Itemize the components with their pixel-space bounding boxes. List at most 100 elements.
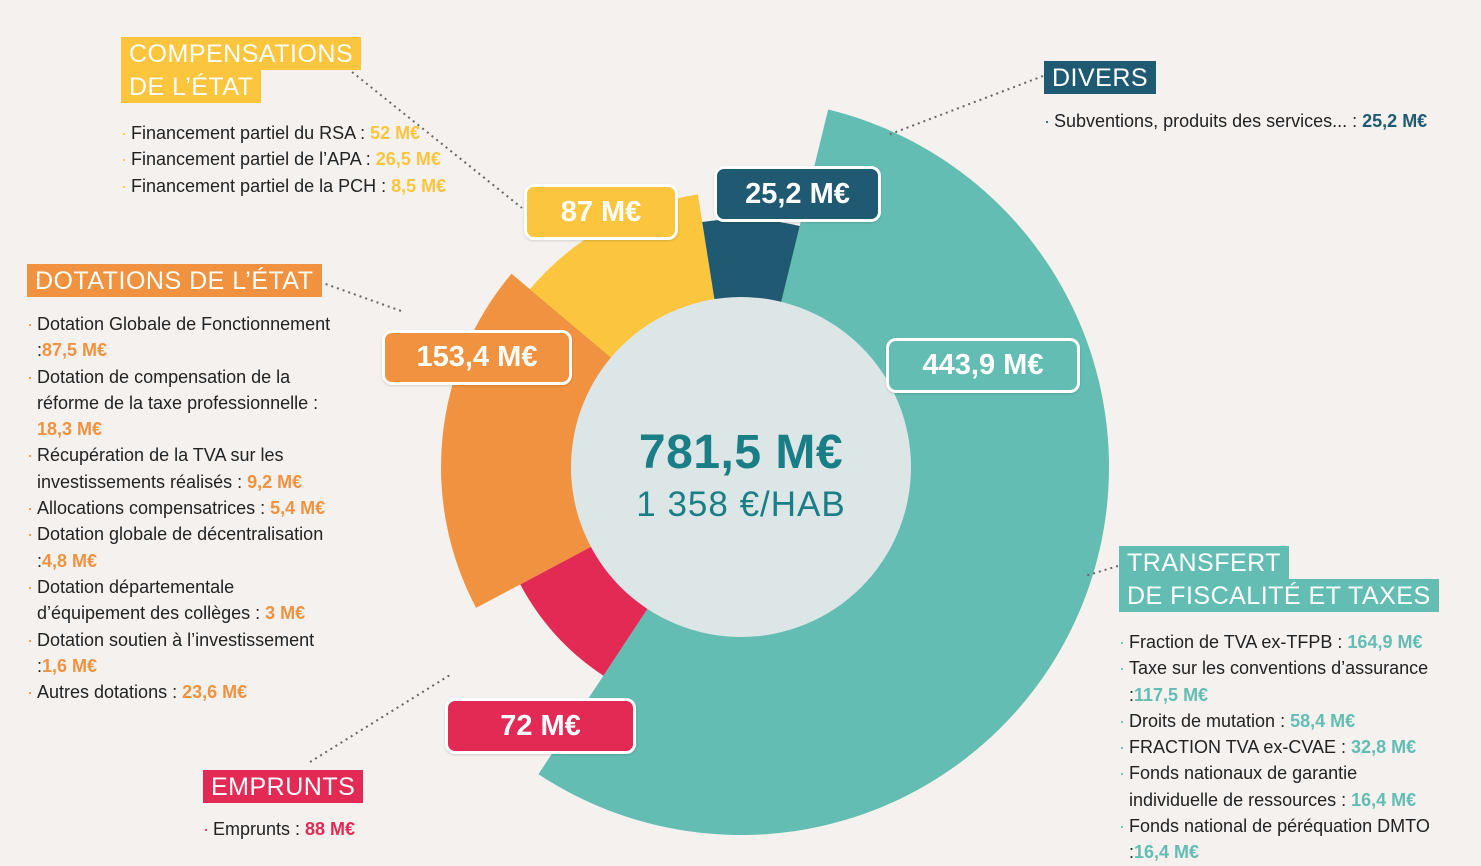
item-amount: 25,2 M€	[1362, 111, 1428, 131]
item-transfert: · Fonds nationaux de garantie individuell…	[1119, 760, 1449, 813]
category-emprunts: EMPRUNTS · Emprunts : 88 M€	[203, 770, 403, 842]
item-text: Financement partiel de la PCH :	[131, 175, 392, 196]
value-box-dotations: 153,4 M€	[382, 330, 572, 385]
item-transfert: · Droits de mutation : 58,4 M€	[1119, 708, 1449, 734]
bullet-dot: ·	[121, 123, 127, 143]
item-text: Droits de mutation :	[1129, 710, 1291, 731]
item-amount: 87,5 M€	[42, 340, 108, 361]
item-amount: 23,6 M€	[182, 682, 248, 703]
category-dotations: DOTATIONS DE L’ÉTAT · Dotation Globale de…	[27, 264, 347, 705]
category-transfert: TRANSFERT DE FISCALITÉ ET TAXES · Fractio…	[1119, 546, 1449, 866]
item-amount: 3 M€	[265, 603, 306, 624]
item-text: Emprunts :	[213, 819, 306, 839]
category-title-line: DE L’ÉTAT	[121, 70, 262, 103]
item-dotations: · Allocations compensatrices : 5,4 M€	[27, 495, 347, 521]
item-amount: 26,5 M€	[375, 149, 441, 170]
bullet-dot: ·	[121, 149, 127, 170]
category-title-line: TRANSFERT	[1119, 546, 1290, 579]
item-list: · Financement partiel du RSA : 52 M€ · Fina…	[121, 120, 451, 199]
bullet-dot: ·	[1119, 632, 1125, 652]
value-box-compensations: 87 M€	[524, 184, 678, 240]
item-amount: 5,4 M€	[270, 498, 326, 519]
bullet-dot: ·	[27, 445, 33, 466]
item-list: · Subventions, produits des services... :…	[1044, 108, 1444, 134]
leader-line-divers	[887, 75, 1044, 136]
item-list: · Fraction de TVA ex-TFPB : 164,9 M€ · Taxe…	[1119, 629, 1449, 866]
item-text: Dotation départementale d’équipement des…	[37, 576, 266, 624]
category-divers: DIVERS · Subventions, produits des servic…	[1044, 61, 1444, 134]
item-amount: 164,9 M€	[1347, 632, 1423, 652]
item-amount: 16,4 M€	[1351, 789, 1417, 810]
category-title-line: DE FISCALITÉ ET TAXES	[1119, 579, 1439, 612]
item-dotations: · Autres dotations : 23,6 M€	[27, 679, 347, 705]
bullet-dot: ·	[1119, 710, 1125, 731]
pie-slice	[538, 109, 1109, 836]
value-box-divers: 25,2 M€	[714, 166, 881, 222]
item-text: Financement partiel de l’APA :	[131, 149, 376, 170]
item-amount: 16,4 M€	[1134, 842, 1200, 863]
item-text: Fraction de TVA ex-TFPB :	[1129, 632, 1348, 652]
item-divers: · Subventions, produits des services... :…	[1044, 108, 1444, 134]
item-text: Dotation de compensation de la réforme d…	[37, 366, 319, 413]
item-list: · Dotation Globale de Fonctionnement :87,…	[27, 311, 347, 705]
item-transfert: · Taxe sur les conventions d’assurance :1…	[1119, 655, 1449, 708]
item-list: · Emprunts : 88 M€	[203, 816, 403, 842]
item-text: Allocations compensatrices :	[37, 498, 271, 519]
pie-slice	[520, 545, 649, 676]
item-dotations: · Récupération de la TVA sur les investis…	[27, 442, 347, 495]
bullet-dot: ·	[1119, 658, 1125, 679]
bullet-dot: ·	[27, 524, 33, 545]
bullet-dot: ·	[1119, 816, 1125, 837]
item-amount: 52 M€	[370, 123, 421, 143]
item-compensations: · Financement partiel de la PCH : 8,5 M€	[121, 173, 451, 199]
item-compensations: · Financement partiel du RSA : 52 M€	[121, 120, 451, 146]
bullet-dot: ·	[27, 314, 33, 334]
item-emprunts: · Emprunts : 88 M€	[203, 816, 403, 842]
item-transfert: · FRACTION TVA ex-CVAE : 32,8 M€	[1119, 734, 1449, 760]
item-dotations: · Dotation de compensation de la réforme …	[27, 364, 347, 443]
item-text: Dotation soutien à l’investissement :	[37, 629, 315, 676]
item-text: FRACTION TVA ex-CVAE :	[1129, 737, 1352, 758]
bullet-dot: ·	[27, 629, 33, 650]
item-amount: 8,5 M€	[391, 175, 447, 196]
item-amount: 18,3 M€	[37, 419, 103, 440]
value-box-emprunts: 72 M€	[445, 698, 636, 754]
bullet-dot: ·	[27, 682, 33, 703]
item-text: Taxe sur les conventions d’assurance :	[1129, 658, 1429, 705]
item-dotations: · Dotation soutien à l’investissement :1,…	[27, 627, 347, 680]
item-amount: 1,6 M€	[42, 655, 98, 676]
item-text: Dotation Globale de Fonctionnement :	[37, 314, 331, 361]
pie-slice	[702, 219, 800, 304]
item-dotations: · Dotation Globale de Fonctionnement :87,…	[27, 311, 347, 364]
category-title-line: COMPENSATIONS	[121, 37, 362, 70]
item-dotations: · Dotation globale de décentralisation :4…	[27, 521, 347, 574]
item-amount: 9,2 M€	[247, 471, 303, 492]
item-transfert: · Fraction de TVA ex-TFPB : 164,9 M€	[1119, 629, 1449, 655]
category-title-line: DOTATIONS DE L’ÉTAT	[27, 264, 322, 297]
bullet-dot: ·	[1044, 111, 1050, 131]
category-title-line: DIVERS	[1044, 61, 1157, 94]
bullet-dot: ·	[1119, 763, 1125, 784]
leader-line-compensations	[351, 71, 523, 209]
item-text: Subventions, produits des services... :	[1054, 111, 1363, 131]
item-text: Récupération de la TVA sur les investiss…	[37, 445, 284, 492]
bullet-dot: ·	[27, 366, 33, 387]
bullet-dot: ·	[27, 498, 33, 519]
item-amount: 88 M€	[305, 819, 356, 839]
item-dotations: · Dotation départementale d’équipement de…	[27, 574, 347, 627]
center-total: 781,5 M€	[638, 426, 844, 479]
category-compensations: COMPENSATIONS DE L’ÉTAT · Financement par…	[121, 37, 451, 199]
center-per-capita: 1 358 €/HAB	[636, 485, 846, 524]
bullet-dot: ·	[27, 576, 33, 597]
item-text: Fonds nationaux de garantie individuelle…	[1129, 763, 1358, 810]
bullet-dot: ·	[1119, 737, 1125, 758]
item-amount: 58,4 M€	[1290, 710, 1356, 731]
item-text: Fonds national de péréquation DMTO :	[1129, 816, 1430, 863]
item-text: Autres dotations :	[37, 682, 183, 703]
item-text: Financement partiel du RSA :	[131, 123, 371, 143]
category-title-line: EMPRUNTS	[203, 770, 364, 803]
item-compensations: · Financement partiel de l’APA : 26,5 M€	[121, 146, 451, 172]
item-text: Dotation globale de décentralisation :	[37, 524, 324, 571]
value-box-transfert: 443,9 M€	[886, 338, 1080, 393]
